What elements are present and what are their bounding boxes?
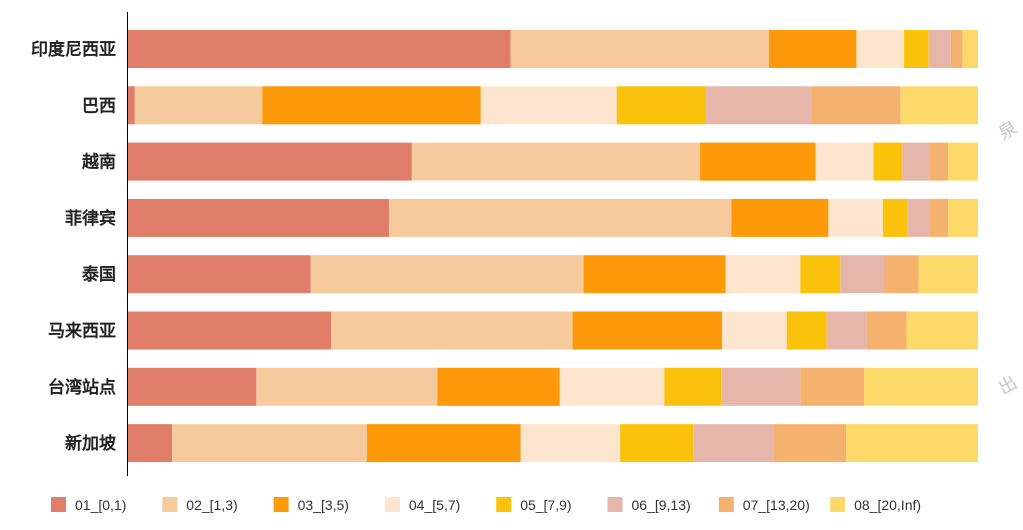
legend-label: 01_[0,1) bbox=[75, 497, 126, 513]
bar-segment bbox=[906, 311, 978, 350]
bar-segment bbox=[128, 311, 332, 350]
legend-label: 06_[9,13) bbox=[632, 497, 691, 513]
bar-segment bbox=[902, 142, 930, 181]
bar-segment bbox=[480, 86, 617, 125]
bar-segment bbox=[873, 142, 903, 181]
legend-swatch bbox=[607, 497, 623, 512]
bar-segment bbox=[388, 198, 732, 237]
bar-segment bbox=[882, 198, 908, 237]
bar-segment bbox=[773, 424, 847, 463]
bar-segment bbox=[664, 367, 722, 406]
bar-segment bbox=[559, 367, 665, 406]
category-label: 巴西 bbox=[82, 96, 116, 116]
category-label: 台湾站点 bbox=[48, 377, 116, 398]
category-label: 新加坡 bbox=[65, 433, 116, 454]
legend-swatch bbox=[162, 497, 178, 512]
bar-segment bbox=[725, 255, 801, 294]
bar-segment bbox=[310, 255, 584, 294]
legend-swatch bbox=[273, 497, 289, 512]
bar-segment bbox=[948, 198, 978, 237]
watermark-text: 泉 bbox=[995, 117, 1021, 144]
legend-label: 02_[1,3) bbox=[186, 497, 237, 513]
bar-segment bbox=[768, 30, 857, 68]
legend-swatch bbox=[718, 497, 734, 512]
bar-segment bbox=[840, 255, 885, 294]
bar-segment bbox=[128, 30, 511, 68]
legend-label: 03_[3,5) bbox=[298, 497, 349, 513]
legend-label: 05_[7,9) bbox=[520, 497, 571, 513]
bar-segment bbox=[929, 198, 949, 237]
bar-segment bbox=[731, 198, 829, 237]
bar-segment bbox=[128, 367, 257, 406]
legend-label: 07_[13,20) bbox=[743, 497, 810, 513]
category-label: 印度尼西亚 bbox=[31, 39, 116, 60]
legend-label: 08_[20,Inf) bbox=[854, 497, 921, 513]
bar-segment bbox=[900, 86, 978, 125]
bar-segment bbox=[950, 30, 963, 68]
bar-segment bbox=[134, 86, 263, 125]
bar-segment bbox=[620, 424, 694, 463]
bar-segment bbox=[811, 86, 901, 125]
bar-segment bbox=[904, 30, 929, 68]
category-label: 菲律宾 bbox=[65, 208, 116, 229]
category-label: 马来西亚 bbox=[48, 321, 116, 342]
bar-segment bbox=[826, 311, 867, 350]
bar-segment bbox=[856, 30, 905, 68]
bar-segment bbox=[884, 255, 919, 294]
bar-segment bbox=[800, 367, 865, 406]
bar-segment bbox=[128, 255, 311, 294]
bar-segment bbox=[128, 86, 135, 125]
bar-segment bbox=[721, 367, 801, 406]
bar-segment bbox=[866, 311, 907, 350]
bar-segment bbox=[331, 311, 573, 350]
bar-segment bbox=[864, 367, 978, 406]
bar-segment bbox=[693, 424, 774, 463]
bar-segment bbox=[256, 367, 438, 406]
bar-segment bbox=[572, 311, 723, 350]
bar-segment bbox=[128, 198, 389, 237]
bar-segment bbox=[918, 255, 978, 294]
bar-segment bbox=[366, 424, 521, 463]
bar-segment bbox=[510, 30, 769, 68]
bar-segment bbox=[828, 198, 883, 237]
bar-segment bbox=[700, 142, 816, 181]
bar-segment bbox=[722, 311, 787, 350]
bar-segment bbox=[815, 142, 874, 181]
legend-swatch bbox=[51, 497, 66, 512]
bar-segment bbox=[583, 255, 726, 294]
bar-segment bbox=[928, 30, 951, 68]
bar-segment bbox=[616, 86, 706, 125]
bar-segment bbox=[128, 424, 173, 463]
bar-segment bbox=[800, 255, 841, 294]
bar-segment bbox=[907, 198, 930, 237]
bar-segment bbox=[948, 142, 978, 181]
bar-segment bbox=[128, 142, 412, 181]
bar-segment bbox=[411, 142, 701, 181]
legend-swatch bbox=[830, 497, 846, 512]
bar-segment bbox=[786, 311, 827, 350]
category-label: 越南 bbox=[81, 152, 116, 173]
bar-segment bbox=[962, 30, 978, 68]
bar-segment bbox=[520, 424, 621, 463]
bar-segment bbox=[262, 86, 481, 125]
watermark-text: 出 bbox=[995, 372, 1021, 399]
bar-segment bbox=[846, 424, 978, 463]
legend-swatch bbox=[496, 497, 512, 512]
bars-group bbox=[128, 30, 978, 463]
category-label: 泰国 bbox=[82, 264, 116, 285]
legend-swatch bbox=[384, 497, 400, 512]
legend: 01_[0,1) 02_[1,3) 03_[3,5) 04_[5,7) 05_[7,9)… bbox=[51, 497, 921, 513]
legend-label: 04_[5,7) bbox=[409, 497, 460, 513]
bar-segment bbox=[929, 142, 949, 181]
bar-segment bbox=[172, 424, 367, 463]
bar-segment bbox=[706, 86, 812, 125]
bar-segment bbox=[437, 367, 560, 406]
